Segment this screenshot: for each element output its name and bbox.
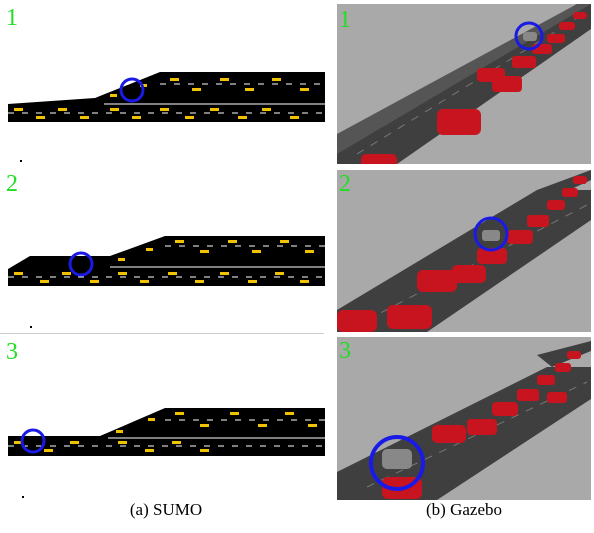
sumo-frame-3: 3 bbox=[0, 334, 330, 500]
sumo-divider bbox=[0, 333, 324, 334]
gazebo-frame-label: 2 bbox=[339, 171, 351, 197]
sumo-frame-1: 1 bbox=[0, 0, 330, 165]
gazebo-frame-2: 2 bbox=[337, 170, 591, 332]
sumo-caption: (a) SUMO bbox=[129, 500, 203, 519]
sumo-frame-label: 2 bbox=[6, 171, 18, 197]
highlight-circle bbox=[514, 21, 544, 51]
gazebo-frame-1: 1 bbox=[337, 4, 591, 164]
sumo-frame-2-image bbox=[8, 236, 325, 328]
highlight-circle bbox=[119, 77, 145, 103]
highlight-circle bbox=[473, 216, 509, 252]
highlight-circle bbox=[369, 435, 425, 491]
sumo-frame-label: 3 bbox=[6, 339, 18, 365]
gazebo-frame-2-image bbox=[337, 170, 591, 332]
gazebo-frame-1-image bbox=[337, 4, 591, 164]
gazebo-frame-label: 3 bbox=[339, 338, 351, 364]
gazebo-caption: (b) Gazebo bbox=[426, 500, 502, 519]
gazebo-frame-3-image bbox=[337, 337, 591, 500]
sumo-frame-2: 2 bbox=[0, 166, 330, 332]
sumo-frame-1-image bbox=[8, 72, 325, 162]
gazebo-frame-label: 1 bbox=[339, 7, 351, 33]
sumo-frame-3-image bbox=[8, 408, 325, 498]
gazebo-frame-3: 3 bbox=[337, 337, 591, 500]
highlight-circle bbox=[20, 428, 46, 454]
sumo-frame-label: 1 bbox=[6, 5, 18, 31]
highlight-circle bbox=[68, 251, 94, 277]
